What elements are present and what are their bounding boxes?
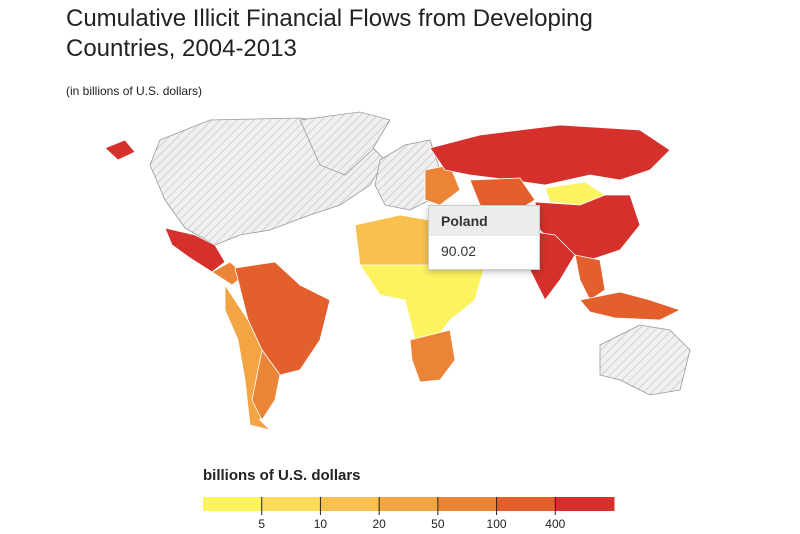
world-map	[104, 111, 691, 431]
legend-tick-label: 50	[431, 517, 445, 531]
greenland	[299, 111, 391, 176]
indonesia	[579, 291, 682, 321]
subtitle: (in billions of U.S. dollars)	[66, 84, 203, 98]
australia	[599, 324, 691, 396]
legend-swatch	[437, 497, 498, 511]
legend-tick-label: 20	[372, 517, 386, 531]
alaska-red	[104, 139, 136, 161]
legend-swatch	[379, 497, 439, 511]
title: Cumulative Illicit Financial Flows from …	[66, 5, 593, 62]
tooltip: Poland 90.02	[428, 205, 540, 270]
tooltip-value: 90.02	[441, 243, 477, 259]
argentina	[251, 349, 281, 421]
legend-tick-label: 100	[487, 517, 507, 531]
mexico	[164, 227, 226, 273]
legend-swatch	[496, 497, 556, 511]
legend-swatch	[203, 497, 263, 511]
southern-africa	[409, 329, 456, 383]
legend-swatch	[555, 497, 615, 511]
legend-tick-label: 400	[545, 517, 565, 531]
tooltip-country: Poland	[429, 206, 539, 236]
legend-title: billions of U.S. dollars	[203, 467, 361, 484]
legend-swatch	[261, 497, 321, 511]
legend-tick-label: 10	[314, 517, 328, 531]
legend-swatch	[320, 497, 380, 511]
central-africa	[359, 264, 486, 341]
russia	[429, 124, 671, 186]
southeast-asia	[574, 254, 606, 301]
legend: billions of U.S. dollars 5 10 20 50 100 400	[203, 467, 615, 531]
legend-tick-label: 5	[258, 517, 265, 531]
